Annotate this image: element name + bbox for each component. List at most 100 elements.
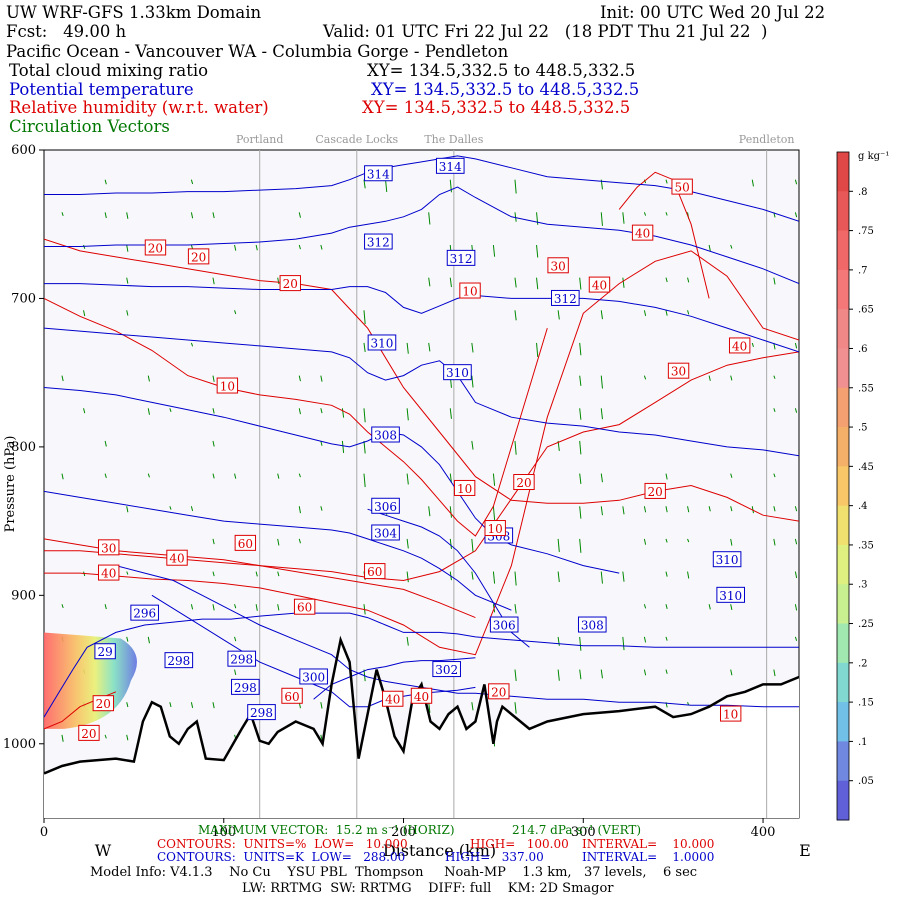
colorbar-label: .25 bbox=[858, 619, 874, 630]
colorbar-label: .1 bbox=[858, 737, 868, 748]
wind-vector bbox=[536, 244, 539, 258]
location-label: Pendleton bbox=[739, 133, 795, 146]
region-description: Pacific Ocean - Vancouver WA - Columbia … bbox=[6, 42, 509, 61]
wind-vector bbox=[449, 408, 452, 419]
svg-text:306: 306 bbox=[374, 500, 397, 514]
wind-vector bbox=[600, 473, 603, 483]
wind-vector bbox=[492, 473, 496, 486]
y-tick-label: 600 bbox=[11, 143, 36, 158]
wind-vector bbox=[773, 408, 776, 413]
wind-vector bbox=[61, 604, 64, 609]
theta-label: 312 bbox=[364, 233, 393, 250]
svg-text:310: 310 bbox=[370, 336, 393, 350]
wind-vector bbox=[298, 375, 301, 382]
colorbar-label: .05 bbox=[858, 776, 874, 787]
wind-vector bbox=[471, 571, 474, 580]
wind-vector bbox=[665, 277, 668, 283]
svg-text:298: 298 bbox=[234, 681, 257, 695]
colorbar-swatch bbox=[837, 269, 849, 310]
svg-text:20: 20 bbox=[648, 485, 663, 499]
rh-label: 30 bbox=[98, 539, 120, 556]
wind-vector bbox=[104, 440, 107, 447]
wind-vector bbox=[665, 473, 668, 480]
rh-label: 10 bbox=[453, 479, 476, 496]
colorbar-label: .15 bbox=[858, 698, 874, 709]
wind-vector bbox=[212, 702, 215, 709]
wind-vector bbox=[730, 669, 733, 676]
wind-vector bbox=[794, 636, 798, 641]
wind-vector bbox=[61, 375, 64, 382]
field-theta-xy: XY= 134.5,332.5 to 448.5,332.5 bbox=[371, 80, 640, 99]
svg-text:306: 306 bbox=[493, 619, 516, 633]
rh-label: 40 bbox=[410, 687, 433, 704]
colorbar-swatch bbox=[837, 702, 849, 742]
svg-text:40: 40 bbox=[414, 690, 429, 704]
rh-label: 10 bbox=[216, 377, 239, 394]
svg-text:310: 310 bbox=[719, 589, 742, 603]
svg-text:20: 20 bbox=[516, 476, 531, 490]
x-tick-label: 0 bbox=[40, 825, 48, 840]
colorbar-swatch bbox=[837, 780, 849, 821]
rh-label: 60 bbox=[364, 563, 386, 580]
wind-vector bbox=[557, 310, 560, 320]
colorbar-swatch bbox=[837, 152, 849, 192]
location-label: Cascade Locks bbox=[315, 133, 398, 146]
wind-vector bbox=[794, 604, 798, 611]
colorbar-swatch bbox=[837, 191, 849, 232]
wind-vector bbox=[471, 702, 474, 711]
wind-vector bbox=[622, 571, 625, 582]
wind-vector bbox=[341, 408, 345, 418]
colorbar-label: .4 bbox=[858, 501, 868, 512]
svg-text:312: 312 bbox=[367, 236, 390, 250]
wind-vector bbox=[449, 538, 452, 550]
wind-vector bbox=[730, 473, 733, 478]
theta-label: 306 bbox=[371, 497, 400, 514]
wind-vector bbox=[190, 702, 194, 708]
wind-vector bbox=[514, 310, 517, 321]
wind-vector bbox=[190, 342, 194, 347]
wind-vector bbox=[406, 636, 409, 646]
svg-text:40: 40 bbox=[169, 552, 184, 566]
wind-vector bbox=[773, 277, 776, 285]
wind-vector bbox=[234, 244, 237, 251]
wind-vector bbox=[708, 375, 711, 381]
svg-text:40: 40 bbox=[592, 279, 607, 293]
colorbar-label: .5 bbox=[858, 423, 868, 434]
wind-vector bbox=[492, 571, 496, 584]
svg-text:10: 10 bbox=[462, 285, 477, 299]
wind-vector bbox=[212, 212, 215, 219]
theta-contour bbox=[44, 490, 512, 611]
wind-vector bbox=[665, 506, 668, 513]
terrain-line bbox=[44, 635, 799, 775]
wind-vector bbox=[794, 342, 798, 349]
rh-label: 20 bbox=[144, 239, 167, 256]
wind-vector bbox=[665, 310, 668, 316]
init-time: Init: 00 UTC Wed 20 Jul 22 bbox=[600, 3, 826, 22]
theta-label: 298 bbox=[164, 652, 194, 669]
colorbar-swatch bbox=[837, 544, 849, 585]
svg-text:29: 29 bbox=[97, 645, 112, 659]
rh-label: 50 bbox=[671, 178, 693, 195]
svg-text:312: 312 bbox=[450, 252, 473, 266]
wind-vector bbox=[687, 277, 690, 283]
wind-vector bbox=[83, 310, 86, 317]
wind-vector bbox=[428, 342, 431, 352]
wind-vector bbox=[147, 375, 150, 382]
wind-vector bbox=[730, 244, 733, 249]
wind-vector bbox=[622, 636, 625, 651]
wind-vector bbox=[190, 506, 194, 512]
location-label: Portland bbox=[236, 133, 283, 146]
wind-vector bbox=[126, 636, 129, 642]
wind-vector bbox=[147, 408, 150, 415]
wind-vector bbox=[665, 571, 668, 577]
wind-vector bbox=[428, 702, 431, 713]
wind-vector bbox=[104, 604, 107, 610]
wind-vector bbox=[61, 473, 64, 480]
wind-vector bbox=[104, 473, 107, 479]
wind-vector bbox=[126, 702, 129, 708]
model-info-physics: LW: RRTMG SW: RRTMG DIFF: full KM: 2D Sm… bbox=[242, 881, 614, 896]
y-tick-label: 800 bbox=[11, 440, 36, 455]
wind-vector bbox=[212, 604, 215, 611]
wind-vector bbox=[320, 244, 323, 250]
wind-vector bbox=[665, 179, 668, 184]
